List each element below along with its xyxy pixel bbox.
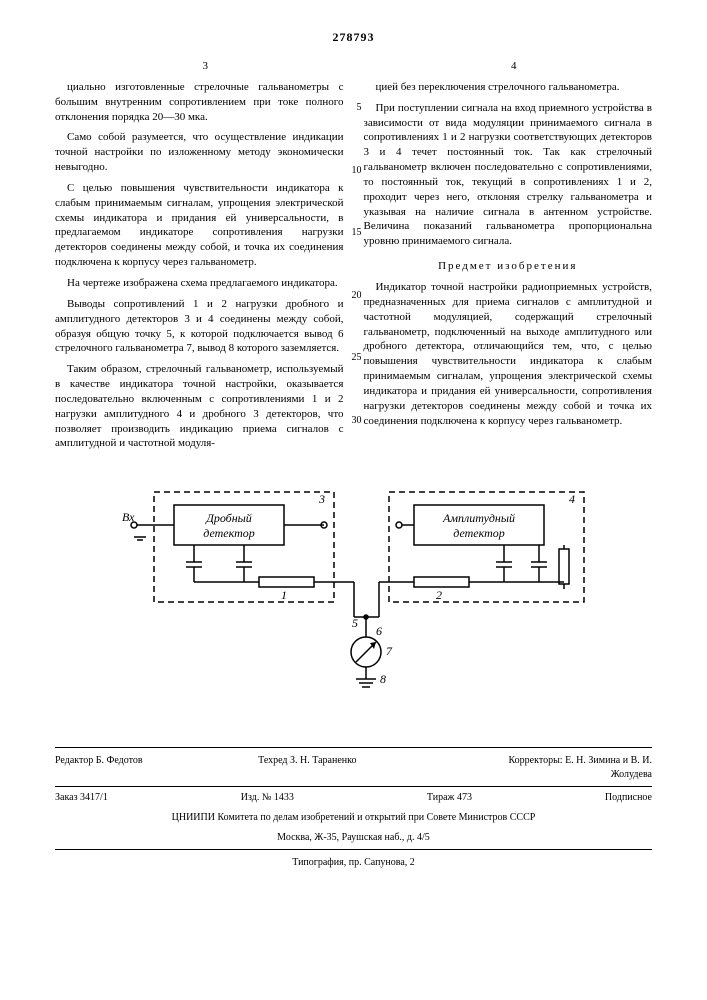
svg-text:Дробный: Дробный	[205, 511, 252, 525]
para: Само собой разумеется, что осуществление…	[55, 130, 344, 175]
svg-text:5: 5	[352, 616, 358, 630]
svg-text:детектор: детектор	[453, 526, 505, 540]
order: Заказ 3417/1	[55, 791, 108, 805]
corrector: Корректоры: Е. Н. Зимина и В. И. Жолудев…	[472, 754, 652, 782]
svg-text:7: 7	[386, 644, 393, 658]
patent-number: 278793	[55, 30, 652, 45]
footer: Редактор Б. Федотов Техред З. Н. Таранен…	[55, 747, 652, 870]
patent-page: 278793 3 циально изготовленные стрелочны…	[0, 0, 707, 1000]
para: При поступлении сигнала на вход приемног…	[364, 101, 653, 249]
para: Таким образом, стрелочный гальванометр, …	[55, 362, 344, 451]
footer-credits: Редактор Б. Федотов Техред З. Н. Таранен…	[55, 754, 652, 782]
footer-print: Типография, пр. Сапунова, 2	[55, 856, 652, 870]
svg-text:8: 8	[380, 672, 386, 686]
col-num-right: 4	[364, 59, 653, 74]
para: Выводы сопротивлений 1 и 2 нагрузки дроб…	[55, 297, 344, 356]
diagram-svg: Дробный детектор 3 Вх	[94, 477, 614, 697]
svg-text:Амплитудный: Амплитудный	[441, 511, 514, 525]
divider	[55, 849, 652, 850]
svg-text:детектор: детектор	[203, 526, 255, 540]
footer-addr: Москва, Ж-35, Раушская наб., д. 4/5	[55, 831, 652, 845]
divider	[55, 786, 652, 787]
tirazh: Тираж 473	[427, 791, 472, 805]
svg-text:4: 4	[569, 492, 575, 506]
claims-title: Предмет изобретения	[364, 259, 653, 274]
para: цией без переключения стрелочного гальва…	[364, 80, 653, 95]
text-columns: 3 циально изготовленные стрелочные гальв…	[55, 59, 652, 457]
right-column: 5 10 15 20 25 30 4 цией без переключения…	[364, 59, 653, 457]
left-column: 3 циально изготовленные стрелочные гальв…	[55, 59, 344, 457]
svg-text:2: 2	[436, 588, 442, 602]
podpis: Подписное	[605, 791, 652, 805]
techred: Техред З. Н. Тараненко	[258, 754, 356, 782]
circuit-diagram: Дробный детектор 3 Вх	[55, 477, 652, 697]
svg-text:6: 6	[376, 624, 382, 638]
line-markers: 5 10 15 20 25 30	[350, 59, 362, 427]
para: На чертеже изображена схема предлагаемог…	[55, 276, 344, 291]
footer-print-info: Заказ 3417/1 Изд. № 1433 Тираж 473 Подпи…	[55, 791, 652, 805]
para: С целью повышения чувствительности индик…	[55, 181, 344, 270]
col-num-left: 3	[55, 59, 344, 74]
svg-text:1: 1	[281, 588, 287, 602]
izd: Изд. № 1433	[241, 791, 294, 805]
footer-org: ЦНИИПИ Комитета по делам изобретений и о…	[55, 811, 652, 825]
svg-text:3: 3	[318, 492, 325, 506]
editor: Редактор Б. Федотов	[55, 754, 143, 782]
para: циально изготовленные стрелочные гальван…	[55, 80, 344, 125]
claim: Индикатор точной настройки радиоприемных…	[364, 280, 653, 428]
svg-text:Вх: Вх	[122, 510, 135, 524]
